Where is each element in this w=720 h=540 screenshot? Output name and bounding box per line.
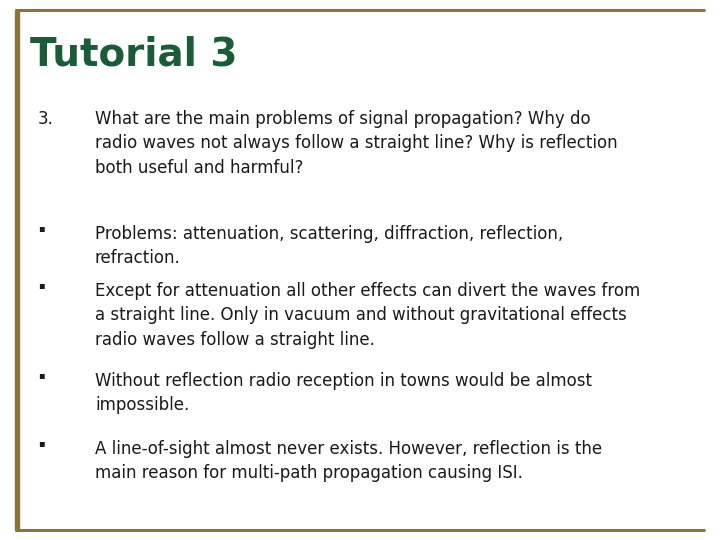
- Text: 3.: 3.: [38, 110, 54, 128]
- Text: Problems: attenuation, scattering, diffraction, reflection,
refraction.: Problems: attenuation, scattering, diffr…: [95, 225, 563, 267]
- Text: Without reflection radio reception in towns would be almost
impossible.: Without reflection radio reception in to…: [95, 372, 592, 414]
- Text: ▪: ▪: [38, 438, 45, 448]
- Text: A line-of-sight almost never exists. However, reflection is the
main reason for : A line-of-sight almost never exists. How…: [95, 440, 602, 482]
- Bar: [15, 10, 19, 530]
- Text: Tutorial 3: Tutorial 3: [30, 35, 238, 73]
- Text: What are the main problems of signal propagation? Why do
radio waves not always : What are the main problems of signal pro…: [95, 110, 618, 177]
- Text: Except for attenuation all other effects can divert the waves from
a straight li: Except for attenuation all other effects…: [95, 282, 640, 349]
- Text: ▪: ▪: [38, 223, 45, 233]
- Text: ▪: ▪: [38, 370, 45, 380]
- Text: ▪: ▪: [38, 280, 45, 290]
